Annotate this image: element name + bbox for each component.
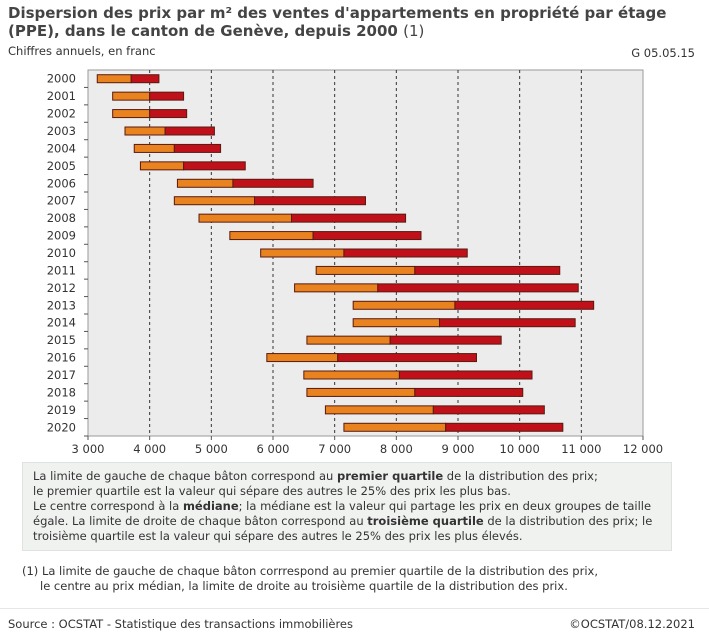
bar-median-q3-2006 (232, 178, 314, 188)
y-tick-label: 2012 (47, 281, 76, 295)
bar-median-q3-2020 (445, 422, 564, 432)
bar-q1-median-2014 (352, 318, 440, 328)
x-tick-label: 10 000 (500, 442, 540, 456)
x-tick-label: 6 000 (257, 442, 290, 456)
bar-median-q3-2010 (343, 248, 468, 258)
bar-median-q3-2015 (389, 335, 502, 345)
x-tick-label: 11 000 (561, 442, 601, 456)
title-text: Dispersion des prix par m² des ventes d'… (8, 4, 667, 40)
y-tick-label: 2000 (47, 72, 76, 86)
copyright-text: ©OCSTAT/08.12.2021 (569, 617, 695, 631)
bar-q1-median-2004 (133, 143, 175, 153)
x-tick-label: 4 000 (133, 442, 166, 456)
y-tick-label: 2003 (47, 124, 76, 138)
bar-q1-median-2005 (139, 161, 185, 171)
x-tick-label: 7 000 (318, 442, 351, 456)
x-tick-label: 9 000 (442, 442, 475, 456)
bar-median-q3-2017 (398, 370, 533, 380)
y-tick-label: 2007 (47, 194, 76, 208)
bar-median-q3-2000 (130, 74, 160, 84)
chart-subtitle: Chiffres annuels, en franc (8, 44, 156, 58)
price-dispersion-chart: 3 000 4 000 5 000 6 000 7 000 8 000 9 000 10 00… (47, 69, 663, 456)
bar-median-q3-2011 (414, 265, 561, 275)
y-tick-label: 2009 (47, 229, 76, 243)
bar-q1-median-2006 (176, 178, 234, 188)
footnote-line-1: (1) La limite de gauche de chaque bâton … (22, 564, 598, 578)
bar-median-q3-2004 (173, 143, 222, 153)
x-tick-label: 8 000 (380, 442, 413, 456)
bar-q1-median-2008 (198, 213, 292, 223)
explanation-first-quartile: La limite de gauche de chaque bâton corr… (33, 469, 598, 498)
bar-q1-median-2003 (124, 126, 166, 136)
y-tick-label: 2020 (47, 420, 76, 434)
y-tick-label: 2013 (47, 298, 76, 312)
x-tick-label: 5 000 (195, 442, 228, 456)
y-tick-label: 2005 (47, 159, 76, 173)
footer-divider (0, 608, 709, 609)
bar-median-q3-2009 (312, 231, 422, 241)
bar-median-q3-2002 (149, 109, 188, 119)
y-tick-label: 2010 (47, 246, 76, 260)
bar-median-q3-2014 (439, 318, 576, 328)
y-tick-label: 2017 (47, 368, 76, 382)
source-text: Source : OCSTAT - Statistique des transa… (8, 617, 353, 631)
bar-q1-median-2016 (266, 353, 339, 363)
bar-median-q3-2018 (414, 387, 524, 397)
x-tick-label: 3 000 (72, 442, 105, 456)
bar-q1-median-2011 (315, 265, 416, 275)
bar-q1-median-2017 (303, 370, 400, 380)
bar-q1-median-2020 (343, 422, 447, 432)
bar-q1-median-2015 (306, 335, 391, 345)
footnote-line-2: le centre au prix médian, la limite de d… (40, 579, 568, 593)
bar-median-q3-2008 (291, 213, 407, 223)
y-tick-label: 2001 (47, 89, 76, 103)
chart-title: Dispersion des prix par m² des ventes d'… (8, 4, 698, 40)
bar-median-q3-2019 (432, 405, 545, 415)
explanation-box: La limite de gauche de chaque bâton corr… (22, 462, 672, 551)
bar-median-q3-2007 (254, 196, 366, 206)
chart-code: G 05.05.15 (631, 46, 695, 60)
bar-median-q3-2013 (454, 300, 595, 310)
bar-median-q3-2016 (337, 353, 477, 363)
bar-median-q3-2001 (149, 91, 185, 101)
y-tick-label: 2004 (47, 141, 76, 155)
bar-q1-median-2009 (229, 231, 314, 241)
y-tick-label: 2002 (47, 107, 76, 121)
bar-median-q3-2012 (377, 283, 579, 293)
bar-median-q3-2003 (164, 126, 215, 136)
bar-q1-median-2012 (294, 283, 379, 293)
bar-q1-median-2013 (352, 300, 456, 310)
bar-median-q3-2005 (183, 161, 246, 171)
bar-q1-median-2018 (306, 387, 416, 397)
y-tick-label: 2015 (47, 333, 76, 347)
y-tick-label: 2018 (47, 385, 76, 399)
y-tick-label: 2011 (47, 263, 76, 277)
bar-q1-median-2007 (173, 196, 255, 206)
bar-q1-median-2001 (112, 91, 151, 101)
title-note: (1) (403, 22, 425, 40)
x-tick-label: 12 000 (623, 442, 663, 456)
y-tick-label: 2008 (47, 211, 76, 225)
explanation-median-third-quartile: Le centre correspond à la médiane; la mé… (33, 499, 653, 543)
bar-q1-median-2010 (260, 248, 345, 258)
bar-q1-median-2019 (324, 405, 434, 415)
bar-q1-median-2002 (112, 109, 151, 119)
y-tick-label: 2016 (47, 351, 76, 365)
footnote: (1) La limite de gauche de chaque bâton … (22, 564, 682, 594)
y-tick-label: 2019 (47, 403, 76, 417)
y-tick-label: 2014 (47, 316, 76, 330)
y-tick-label: 2006 (47, 176, 76, 190)
bar-q1-median-2000 (96, 74, 132, 84)
